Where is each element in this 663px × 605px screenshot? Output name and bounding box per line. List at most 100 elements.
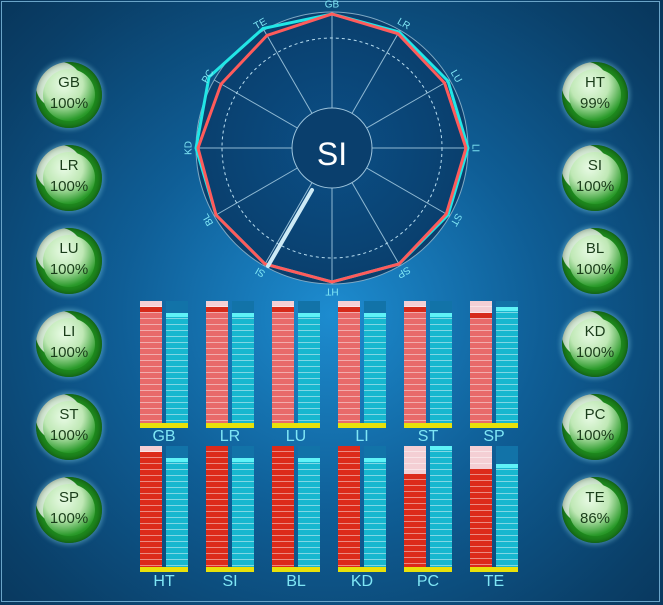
bar-right (232, 458, 254, 567)
badge-kd[interactable]: KD 100% (562, 311, 628, 377)
badge-inner (43, 69, 95, 121)
badge-percent: 100% (49, 427, 89, 444)
badge-pc[interactable]: PC 100% (562, 394, 628, 460)
badge-percent: 100% (49, 510, 89, 527)
badge-code: LR (59, 157, 79, 174)
badge-code: TE (585, 489, 605, 506)
bar-left-cap (470, 313, 492, 318)
badge-percent: 86% (579, 510, 611, 527)
badge-inner (569, 152, 621, 204)
badge-percent: 99% (579, 95, 611, 112)
bar-group-label: PC (416, 573, 440, 590)
badge-li[interactable]: LI 100% (36, 311, 102, 377)
bar-right-cap (496, 307, 518, 311)
radar-center-label: SI (317, 136, 347, 172)
badge-code: KD (584, 323, 606, 340)
radar-spoke (366, 79, 451, 129)
bar-group-label: SP (483, 428, 505, 445)
bar-base (404, 423, 452, 428)
bar-group-label: GB (152, 428, 176, 445)
bar-group-label: LI (355, 428, 369, 445)
bar-left (338, 446, 360, 567)
badge-percent: 100% (49, 261, 89, 278)
bar-left (470, 313, 492, 423)
radar-axis-label: KD (184, 141, 195, 155)
bar-left-cap (140, 307, 162, 312)
badge-inner (43, 152, 95, 204)
bar-base (470, 423, 518, 428)
radar-axis-label: GB (325, 0, 340, 11)
badge-si[interactable]: SI 100% (562, 145, 628, 211)
radar-pointer (266, 188, 314, 268)
bar-left (272, 307, 294, 423)
bar-base (206, 567, 254, 572)
bar-group-label: BL (286, 573, 306, 590)
badge-lu[interactable]: LU 100% (36, 228, 102, 294)
radar-spoke (351, 29, 401, 114)
radar-axis-label: LI (469, 144, 480, 152)
radar-spoke (366, 167, 451, 217)
bar-right-cap (430, 313, 452, 317)
bar-left (404, 307, 426, 423)
bar-left-cap (272, 307, 294, 312)
badge-code: ST (59, 406, 79, 423)
bar-base (140, 423, 188, 428)
bar-group-label: LU (285, 428, 307, 445)
badge-te[interactable]: TE 86% (562, 477, 628, 543)
bar-base (338, 423, 386, 428)
bar-right (496, 464, 518, 567)
badge-percent: 100% (575, 261, 615, 278)
bar-right-cap (232, 458, 254, 462)
bar-right (166, 313, 188, 423)
badge-percent: 100% (49, 344, 89, 361)
bar-base (140, 567, 188, 572)
badge-inner (569, 318, 621, 370)
badge-code: SP (58, 489, 79, 506)
radar-inner-ring (291, 107, 373, 189)
badge-code: SI (587, 157, 603, 174)
bar-right (298, 313, 320, 423)
bar-right (166, 458, 188, 567)
badge-percent: 100% (575, 178, 615, 195)
bar-left-cap (338, 307, 360, 312)
bar-left (272, 446, 294, 567)
bar-base (272, 423, 320, 428)
radar-spoke (263, 29, 313, 114)
bar-right-cap (298, 458, 320, 462)
radar-spoke (213, 79, 298, 129)
badge-percent: 100% (575, 344, 615, 361)
bar-base (272, 567, 320, 572)
bar-group-label: ST (417, 428, 439, 445)
badge-inner (43, 401, 95, 453)
badge-code: GB (58, 74, 80, 91)
bar-right (430, 446, 452, 567)
badge-ht[interactable]: HT 99% (562, 62, 628, 128)
bar-left (140, 452, 162, 567)
badge-inner (43, 235, 95, 287)
bar-base (206, 423, 254, 428)
bar-left (470, 469, 492, 567)
bar-left (206, 307, 228, 423)
bar-group-label: TE (483, 573, 505, 590)
bar-right (232, 313, 254, 423)
radar-spoke (351, 182, 401, 267)
bar-left (338, 307, 360, 423)
bar-left-cap (206, 307, 228, 312)
radar-axis-label: BL (200, 211, 216, 227)
bar-right-cap (232, 313, 254, 317)
badge-sp[interactable]: SP 100% (36, 477, 102, 543)
bar-right-cap (298, 313, 320, 317)
badge-bl[interactable]: BL 100% (562, 228, 628, 294)
badge-st[interactable]: ST 100% (36, 394, 102, 460)
bar-right-cap (496, 464, 518, 468)
badge-lr[interactable]: LR 100% (36, 145, 102, 211)
bar-base (470, 567, 518, 572)
bar-right-cap (364, 313, 386, 317)
badge-gb[interactable]: GB 100% (36, 62, 102, 128)
badge-code: LI (62, 323, 76, 340)
badge-inner (569, 69, 621, 121)
bar-base (338, 567, 386, 572)
badge-percent: 100% (49, 95, 89, 112)
